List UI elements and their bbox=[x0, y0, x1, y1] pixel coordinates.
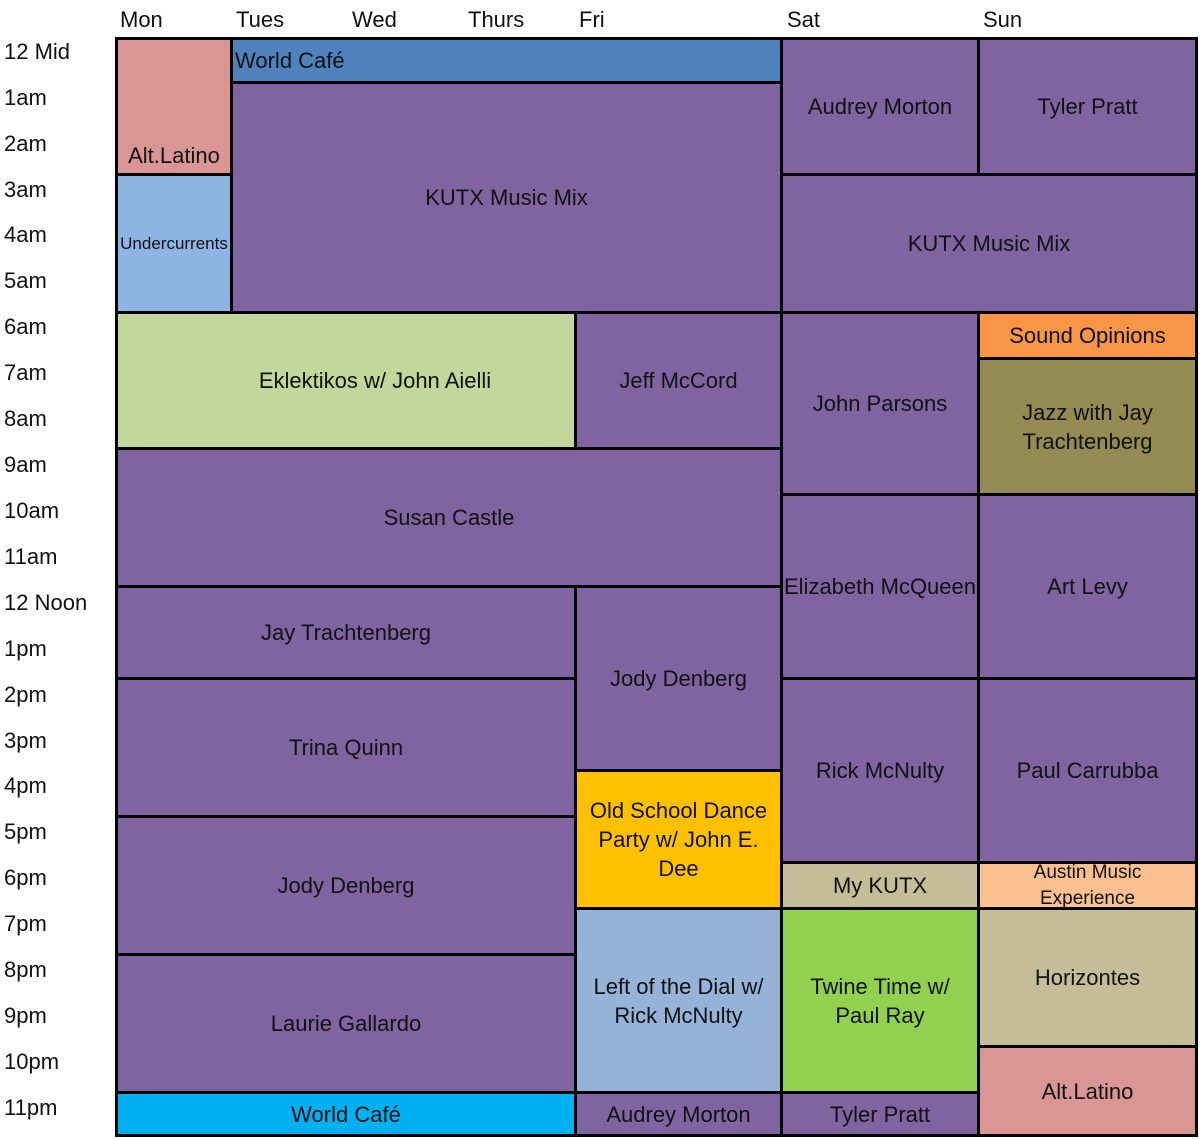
show-title: My KUTX bbox=[832, 873, 928, 898]
hour-label: 7am bbox=[4, 360, 47, 385]
show-title: Susan Castle bbox=[383, 505, 515, 530]
show-title: Undercurrents bbox=[120, 234, 228, 253]
hour-label: 2am bbox=[4, 131, 47, 156]
show-block-jody-denberg-fri[interactable]: Jody Denberg bbox=[574, 585, 783, 772]
show-title: Horizontes bbox=[1034, 965, 1141, 990]
show-title: Jazz with Jay Trachtenberg bbox=[1022, 399, 1153, 454]
show-title: Jeff McCord bbox=[619, 368, 738, 393]
hour-label: 1am bbox=[4, 85, 47, 110]
show-title: Austin Music Experience bbox=[1033, 861, 1142, 909]
show-block-trina-quinn[interactable]: Trina Quinn bbox=[115, 677, 577, 818]
day-label-thurs: Thurs bbox=[468, 7, 525, 32]
show-block-jody-denberg-eve[interactable]: Jody Denberg bbox=[115, 815, 577, 956]
show-block-eklektikos[interactable]: Eklektikos w/ John Aielli bbox=[115, 311, 577, 450]
show-block-horizontes[interactable]: Horizontes bbox=[977, 907, 1198, 1048]
show-title: Rick McNulty bbox=[815, 758, 945, 783]
show-title: Eklektikos w/ John Aielli bbox=[258, 368, 492, 393]
show-block-john-parsons[interactable]: John Parsons bbox=[780, 311, 980, 496]
hour-label: 3pm bbox=[4, 728, 47, 753]
show-block-susan-castle[interactable]: Susan Castle bbox=[115, 447, 783, 588]
show-title: Alt.Latino bbox=[1041, 1078, 1134, 1104]
show-block-audrey-morton-sat[interactable]: Audrey Morton bbox=[780, 37, 980, 176]
hour-label: 10am bbox=[4, 498, 60, 523]
day-label-sun: Sun bbox=[983, 7, 1023, 32]
show-block-alt-latino-mon[interactable]: Alt.Latino bbox=[115, 37, 233, 176]
hour-label: 10pm bbox=[4, 1049, 60, 1074]
show-block-kutx-music-mix-weekday[interactable]: KUTX Music Mix bbox=[230, 81, 783, 314]
hour-label: 6am bbox=[4, 314, 47, 339]
hour-label: 3am bbox=[4, 177, 47, 202]
show-title: Tyler Pratt bbox=[829, 1101, 931, 1127]
hour-label: 7pm bbox=[4, 911, 47, 936]
schedule-grid: Alt.Latino World Café KUTX Music Mix Und… bbox=[115, 37, 1198, 1137]
show-title: Left of the Dial w/ Rick McNulty bbox=[593, 973, 764, 1028]
show-title: Sound Opinions bbox=[1009, 323, 1166, 348]
show-title: Elizabeth McQueen bbox=[784, 574, 976, 599]
show-title: Jody Denberg bbox=[277, 873, 415, 898]
show-block-my-kutx[interactable]: My KUTX bbox=[780, 861, 980, 910]
show-title: Jay Trachtenberg bbox=[261, 620, 431, 645]
show-title: Audrey Morton bbox=[606, 1101, 751, 1127]
hour-label: 12 Noon bbox=[4, 590, 88, 615]
show-title: World Café bbox=[291, 1101, 401, 1127]
show-block-audrey-morton-fri[interactable]: Audrey Morton bbox=[574, 1091, 783, 1137]
show-title: Alt.Latino bbox=[128, 143, 220, 168]
show-block-jeff-mccord[interactable]: Jeff McCord bbox=[574, 311, 783, 450]
show-block-alt-latino-sun[interactable]: Alt.Latino bbox=[977, 1045, 1198, 1137]
hour-label: 9pm bbox=[4, 1003, 47, 1028]
show-title: KUTX Music Mix bbox=[425, 185, 588, 210]
hour-label: 8am bbox=[4, 406, 47, 431]
show-block-old-school-dance-party[interactable]: Old School Dance Party w/ John E. Dee bbox=[574, 769, 783, 910]
show-title: Tyler Pratt bbox=[1037, 94, 1138, 119]
show-title: Paul Carrubba bbox=[1016, 758, 1159, 783]
show-block-undercurrents[interactable]: Undercurrents bbox=[115, 173, 233, 314]
show-title: John Parsons bbox=[812, 391, 948, 416]
show-title: Laurie Gallardo bbox=[270, 1011, 422, 1036]
show-block-kutx-music-mix-weekend[interactable]: KUTX Music Mix bbox=[780, 173, 1198, 314]
hour-label: 4pm bbox=[4, 773, 47, 798]
show-title: KUTX Music Mix bbox=[907, 231, 1071, 256]
show-title: Old School Dance Party w/ John E. Dee bbox=[589, 798, 768, 881]
show-title: Trina Quinn bbox=[288, 735, 404, 760]
show-block-paul-carrubba[interactable]: Paul Carrubba bbox=[977, 677, 1198, 864]
show-block-tyler-pratt-sun[interactable]: Tyler Pratt bbox=[977, 37, 1198, 176]
hour-label: 8pm bbox=[4, 957, 47, 982]
day-label-fri: Fri bbox=[579, 7, 605, 32]
show-block-world-cafe-bottom[interactable]: World Café bbox=[115, 1091, 577, 1137]
show-block-tyler-pratt-sat[interactable]: Tyler Pratt bbox=[780, 1091, 980, 1137]
day-label-wed: Wed bbox=[352, 7, 397, 32]
show-block-art-levy[interactable]: Art Levy bbox=[977, 493, 1198, 680]
show-block-world-cafe-top[interactable]: World Café bbox=[230, 37, 783, 84]
show-title: World Café bbox=[235, 48, 345, 73]
hour-label: 11am bbox=[4, 544, 58, 569]
hour-label: 12 Mid bbox=[4, 39, 71, 64]
hour-label: 5pm bbox=[4, 819, 47, 844]
show-block-austin-music-experience[interactable]: Austin Music Experience bbox=[977, 861, 1198, 910]
show-title: Audrey Morton bbox=[807, 94, 953, 119]
show-block-jay-trachtenberg[interactable]: Jay Trachtenberg bbox=[115, 585, 577, 680]
hour-label: 9am bbox=[4, 452, 47, 477]
show-block-elizabeth-mcqueen[interactable]: Elizabeth McQueen bbox=[780, 493, 980, 680]
day-label-tues: Tues bbox=[236, 7, 285, 32]
show-block-jazz-with-jay[interactable]: Jazz with Jay Trachtenberg bbox=[977, 357, 1198, 496]
hour-label: 4am bbox=[4, 222, 47, 247]
hour-label: 1pm bbox=[4, 636, 47, 661]
show-block-twine-time[interactable]: Twine Time w/ Paul Ray bbox=[780, 907, 980, 1094]
hour-label: 2pm bbox=[4, 682, 47, 707]
show-title: Art Levy bbox=[1047, 574, 1128, 599]
day-label-mon: Mon bbox=[120, 7, 163, 32]
hour-label: 5am bbox=[4, 268, 47, 293]
day-label-sat: Sat bbox=[787, 7, 821, 32]
show-block-left-of-the-dial[interactable]: Left of the Dial w/ Rick McNulty bbox=[574, 907, 783, 1094]
show-title: Twine Time w/ Paul Ray bbox=[810, 973, 950, 1028]
show-block-sound-opinions[interactable]: Sound Opinions bbox=[977, 311, 1198, 360]
show-block-rick-mcnulty-sat[interactable]: Rick McNulty bbox=[780, 677, 980, 864]
hour-label: 11pm bbox=[4, 1095, 58, 1120]
hour-label: 6pm bbox=[4, 865, 47, 890]
show-block-laurie-gallardo[interactable]: Laurie Gallardo bbox=[115, 953, 577, 1094]
show-title: Jody Denberg bbox=[610, 666, 747, 691]
